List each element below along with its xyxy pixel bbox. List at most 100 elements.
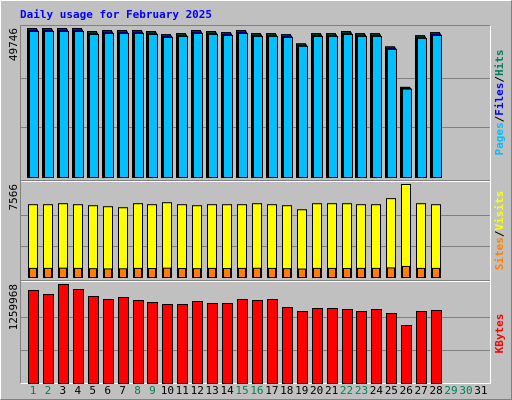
bar bbox=[89, 268, 97, 278]
bar bbox=[28, 204, 38, 278]
x-tick-label: 30 bbox=[459, 384, 472, 397]
bar bbox=[43, 293, 54, 384]
legend: Pages/Files/Hits bbox=[493, 50, 506, 156]
bar bbox=[29, 267, 37, 279]
bar bbox=[192, 300, 203, 384]
bar bbox=[327, 307, 338, 384]
legend-entry: Pages bbox=[493, 122, 506, 155]
bar bbox=[237, 204, 247, 278]
bar bbox=[193, 268, 201, 278]
bar bbox=[29, 30, 39, 179]
x-tick-label: 21 bbox=[325, 384, 338, 397]
bar bbox=[327, 203, 337, 278]
bar bbox=[43, 204, 53, 278]
bar bbox=[252, 203, 262, 278]
legend-entry: KBytes bbox=[493, 314, 506, 354]
x-tick-label: 5 bbox=[89, 384, 96, 397]
bar bbox=[416, 203, 426, 278]
bar bbox=[417, 37, 427, 178]
x-tick-label: 4 bbox=[74, 384, 81, 397]
bar bbox=[417, 267, 425, 279]
bar bbox=[267, 204, 277, 278]
bar bbox=[371, 204, 381, 278]
bar bbox=[59, 30, 69, 179]
frame bbox=[20, 25, 491, 384]
bar bbox=[222, 302, 233, 384]
y-tick-label: 49746 bbox=[7, 28, 20, 61]
bar bbox=[58, 284, 69, 384]
bar bbox=[357, 35, 367, 179]
legend: KBytes bbox=[493, 314, 506, 354]
bar bbox=[119, 32, 129, 179]
bar bbox=[282, 306, 293, 385]
legend-entry: Visits bbox=[493, 191, 506, 231]
bar bbox=[58, 203, 68, 278]
bar bbox=[297, 310, 308, 384]
legend-entry: Files bbox=[493, 83, 506, 116]
bar bbox=[387, 48, 397, 178]
bar bbox=[313, 35, 323, 179]
bar bbox=[28, 289, 39, 384]
bar bbox=[416, 310, 427, 384]
bar bbox=[207, 302, 218, 384]
bar bbox=[163, 267, 171, 278]
x-tick-label: 2 bbox=[45, 384, 52, 397]
x-tick-label: 25 bbox=[385, 384, 398, 397]
bar bbox=[147, 301, 158, 384]
legend-entry: Hits bbox=[493, 50, 506, 77]
bar bbox=[268, 35, 278, 179]
bar bbox=[147, 204, 157, 278]
bar bbox=[312, 307, 323, 384]
x-tick-label: 22 bbox=[340, 384, 353, 397]
bar bbox=[328, 35, 338, 179]
bar bbox=[88, 295, 99, 384]
bar bbox=[386, 312, 397, 385]
x-tick-label: 19 bbox=[295, 384, 308, 397]
bar bbox=[148, 268, 156, 279]
bar bbox=[88, 205, 98, 278]
legend-separator: / bbox=[493, 76, 506, 83]
bar bbox=[238, 32, 248, 179]
bar bbox=[432, 267, 440, 279]
x-tick-label: 18 bbox=[280, 384, 293, 397]
bar bbox=[192, 205, 202, 278]
x-tick-label: 6 bbox=[104, 384, 111, 397]
bar bbox=[73, 288, 84, 384]
bar bbox=[74, 267, 82, 279]
bar bbox=[372, 267, 380, 279]
bar bbox=[177, 303, 188, 384]
bar bbox=[148, 33, 158, 178]
bar bbox=[223, 34, 233, 178]
bar bbox=[283, 36, 293, 179]
bar bbox=[342, 203, 352, 278]
x-tick-label: 29 bbox=[444, 384, 457, 397]
bar bbox=[44, 30, 54, 179]
bar bbox=[74, 30, 84, 179]
bar bbox=[207, 204, 217, 278]
x-tick-label: 1 bbox=[30, 384, 37, 397]
bar bbox=[402, 88, 412, 178]
bar bbox=[371, 308, 382, 384]
x-tick-label: 14 bbox=[220, 384, 234, 397]
bar bbox=[342, 308, 353, 384]
bar bbox=[59, 267, 67, 278]
bar bbox=[118, 296, 129, 385]
bar bbox=[267, 298, 278, 385]
x-tick-label: 3 bbox=[60, 384, 67, 397]
bar bbox=[208, 33, 218, 178]
bar bbox=[103, 206, 113, 279]
bar bbox=[134, 267, 142, 279]
bar bbox=[402, 265, 410, 278]
bar bbox=[89, 33, 99, 178]
bar bbox=[162, 303, 173, 384]
bar bbox=[134, 32, 144, 179]
bar bbox=[177, 204, 187, 278]
x-tick-label: 23 bbox=[355, 384, 368, 397]
x-tick-label: 16 bbox=[250, 384, 263, 397]
bar bbox=[103, 298, 114, 385]
bar bbox=[163, 36, 173, 179]
bar bbox=[298, 45, 308, 178]
bar bbox=[268, 267, 276, 279]
